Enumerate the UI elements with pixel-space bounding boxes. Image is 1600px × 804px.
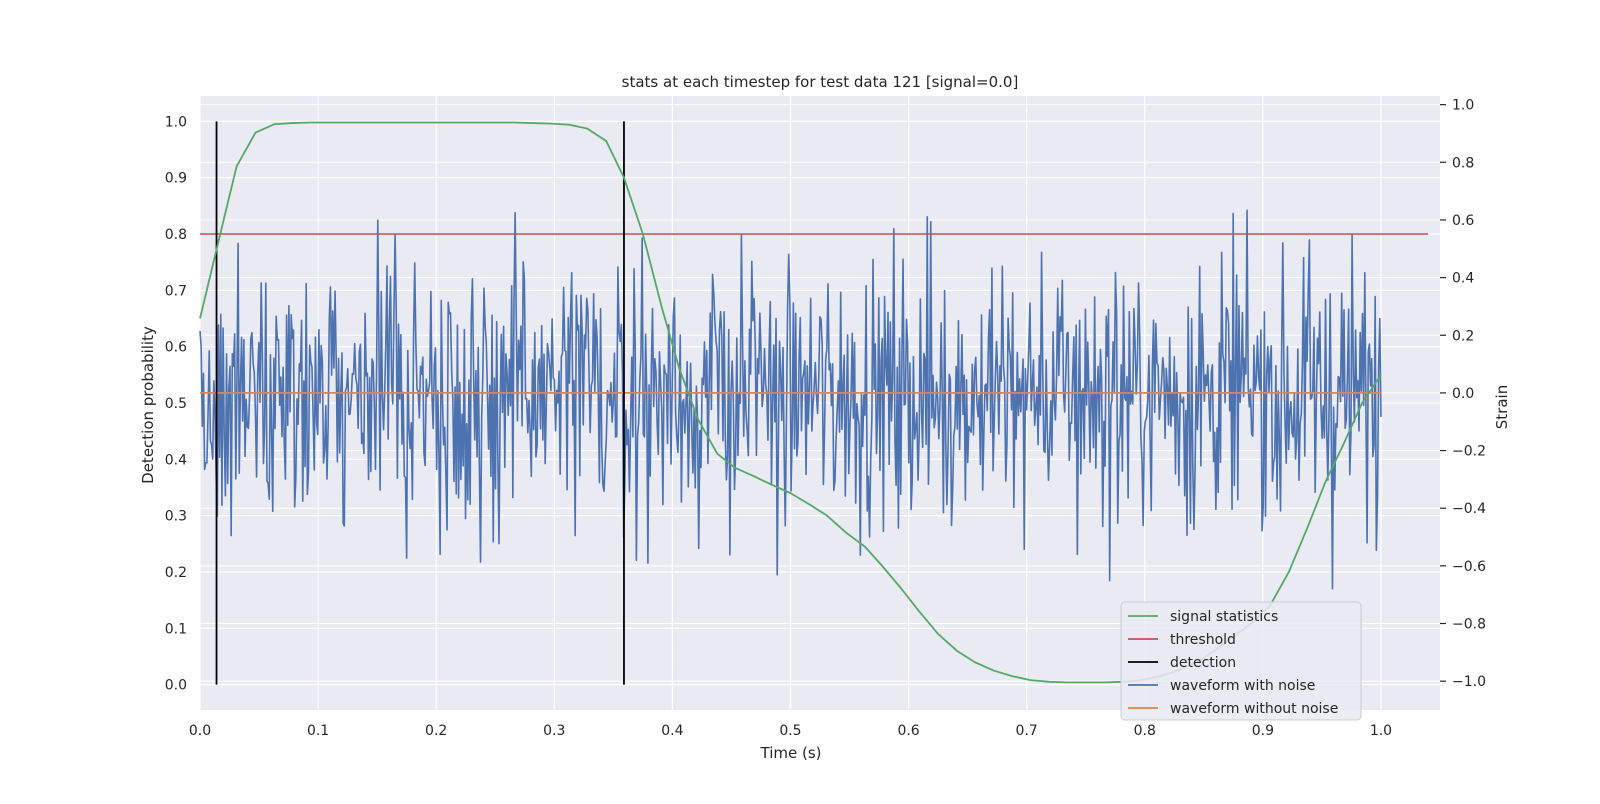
y2-tick-label: −0.6 (1452, 559, 1486, 575)
x-tick-label: 0.4 (661, 723, 683, 739)
x-tick-label: 0.2 (425, 723, 447, 739)
y2-tick-label: −0.2 (1452, 444, 1486, 460)
y-axis-label: Detection probability (139, 326, 157, 484)
x-tick-label: 0.7 (1016, 723, 1038, 739)
y-tick-label: 0.6 (165, 340, 187, 356)
y-tick-label: 0.0 (165, 678, 187, 694)
y2-tick-label: −0.4 (1452, 501, 1486, 517)
x-tick-label: 1.0 (1370, 723, 1392, 739)
y2-tick-label: 0.0 (1452, 386, 1474, 402)
y-tick-label: 0.4 (165, 452, 187, 468)
axes-layer: 0.0 0.1 0.2 0.3 0.4 0.5 0.6 0.7 0.8 0.9 1.0 0.0 0.1 0… (165, 98, 1486, 739)
y2-tick-label: 0.2 (1452, 328, 1474, 344)
x-tick-label: 0.1 (307, 723, 329, 739)
x-tick-label: 0.5 (779, 723, 801, 739)
y-tick-label: 0.3 (165, 509, 187, 525)
x-tick-label: 0.6 (897, 723, 919, 739)
legend-label-threshold: threshold (1170, 632, 1236, 648)
x-axis-label: Time (s) (760, 744, 822, 762)
legend: signal statistics threshold detection wa… (1120, 601, 1362, 721)
y-tick-label: 0.5 (165, 396, 187, 412)
legend-label-detection: detection (1170, 655, 1236, 671)
legend-label-waveform-without-noise: waveform without noise (1170, 701, 1338, 717)
y2-tick-label: 1.0 (1452, 98, 1474, 114)
y2-tick-label: −0.8 (1452, 617, 1486, 633)
legend-box (1120, 601, 1362, 721)
x-tick-label: 0.8 (1134, 723, 1156, 739)
y2-tick-label: 0.6 (1452, 213, 1474, 229)
x-tick-label: 0.0 (189, 723, 211, 739)
y-tick-label: 0.8 (165, 227, 187, 243)
y2-tick-label: −1.0 (1452, 674, 1486, 690)
y2-axis-label: Strain (1493, 385, 1511, 429)
chart-title: stats at each timestep for test data 121… (622, 73, 1019, 91)
x-tick-label: 0.9 (1252, 723, 1274, 739)
y2-tick-label: 0.8 (1452, 155, 1474, 171)
y-tick-label: 0.1 (165, 621, 187, 637)
y-tick-label: 0.2 (165, 565, 187, 581)
y-tick-label: 0.7 (165, 283, 187, 299)
y2-tick-label: 0.4 (1452, 271, 1474, 287)
legend-label-signal-statistics: signal statistics (1170, 609, 1278, 625)
y-tick-label: 0.9 (165, 171, 187, 187)
legend-label-waveform-with-noise: waveform with noise (1170, 678, 1315, 694)
y-tick-label: 1.0 (165, 114, 187, 130)
series-waveform-with-noise (199, 209, 1382, 590)
x-tick-label: 0.3 (543, 723, 565, 739)
